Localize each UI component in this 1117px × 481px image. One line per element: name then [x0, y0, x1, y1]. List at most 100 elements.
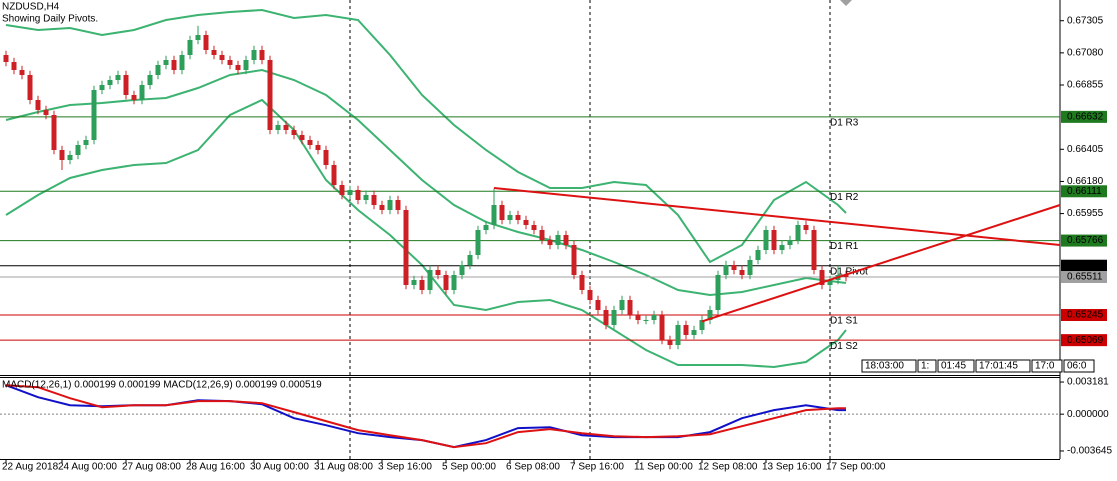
- candle-body: [635, 315, 641, 320]
- pivot-label: D1 S2: [830, 341, 858, 352]
- y-tick-label: 0.66405: [1067, 144, 1104, 155]
- candle-body: [795, 225, 801, 240]
- x-tick-label: 6 Sep 08:00: [506, 462, 560, 473]
- candle-body: [211, 50, 217, 55]
- bollinger-upper: [5, 8, 847, 264]
- candle-body: [419, 280, 425, 290]
- x-tick-label: 7 Sep 16:00: [570, 462, 624, 473]
- candle-body: [715, 275, 721, 310]
- y-tick-label: 0.66855: [1067, 80, 1104, 91]
- candle-body: [235, 65, 241, 70]
- candle-body: [155, 65, 161, 75]
- x-tick-label: 3 Sep 16:00: [378, 462, 432, 473]
- candle-body: [667, 340, 673, 345]
- candle-body: [499, 205, 505, 220]
- timer-box: [861, 359, 917, 373]
- candle-body: [315, 145, 321, 150]
- candle-body: [595, 300, 601, 310]
- x-tick-label: 5 Sep 00:00: [442, 462, 496, 473]
- x-tick-label: 24 Aug 00:00: [58, 462, 117, 473]
- candle-body: [283, 125, 289, 130]
- candle-body: [747, 260, 753, 275]
- timer-box: [975, 359, 1031, 373]
- timer-label: 1:: [921, 361, 929, 372]
- x-tick-label: 30 Aug 00:00: [250, 462, 309, 473]
- candle-body: [723, 265, 729, 275]
- bollinger-lower: [5, 98, 847, 369]
- candle-body: [163, 60, 169, 65]
- candle-body: [67, 155, 73, 160]
- candle-body: [19, 70, 25, 75]
- x-tick-label: 17 Sep 00:00: [826, 462, 886, 473]
- bollinger-middle: [5, 68, 847, 297]
- candle-body: [507, 215, 513, 220]
- candle-body: [459, 265, 465, 275]
- candle-body: [275, 125, 281, 130]
- candle-body: [251, 50, 257, 60]
- candle-body: [467, 255, 473, 265]
- y-tick-label: 0.003181: [1067, 377, 1109, 388]
- candle-body: [603, 310, 609, 325]
- x-tick-label: 31 Aug 08:00: [314, 462, 373, 473]
- candle-body: [763, 230, 769, 250]
- candle-body: [803, 225, 809, 230]
- candle-body: [347, 190, 353, 195]
- timer-label: 17:01:45: [979, 361, 1018, 372]
- timer-label: 18:03:00: [865, 361, 904, 372]
- candle-body: [683, 325, 689, 335]
- candle-body: [755, 250, 761, 260]
- price-label: 0.66111: [1067, 186, 1102, 197]
- candle-body: [83, 140, 89, 145]
- x-tick-label: 12 Sep 08:00: [698, 462, 758, 473]
- candle-body: [435, 270, 441, 275]
- y-tick-label: 0.67080: [1067, 47, 1104, 58]
- candle-body: [779, 245, 785, 250]
- timer-label: 17:0: [1035, 361, 1055, 372]
- y-tick-label: 0.66180: [1067, 176, 1104, 187]
- candle-body: [651, 315, 657, 320]
- candle-body: [203, 35, 209, 50]
- candle-body: [627, 300, 633, 315]
- candle-body: [811, 230, 817, 270]
- candle-body: [675, 325, 681, 345]
- candle-body: [563, 235, 569, 245]
- price-label-box: [1061, 259, 1107, 272]
- candle-body: [51, 115, 57, 150]
- candle-body: [523, 220, 529, 225]
- candle-body: [179, 55, 185, 70]
- candle-body: [43, 110, 49, 115]
- candle-body: [323, 150, 329, 165]
- candle-body: [91, 90, 97, 140]
- price-label: 0.65766: [1067, 235, 1104, 246]
- price-label-box: [1061, 234, 1107, 247]
- candle-body: [379, 205, 385, 210]
- timer-box: [937, 359, 975, 373]
- bid-label: 0.65511: [1067, 272, 1103, 283]
- chart-subtitle: Showing Daily Pivots.: [2, 14, 98, 25]
- candle-body: [491, 205, 497, 225]
- x-tick-label: 22 Aug 2018: [2, 462, 59, 473]
- candle-body: [355, 190, 361, 200]
- candle-body: [787, 240, 793, 245]
- price-label: 0.65069: [1067, 335, 1104, 346]
- candle-body: [579, 275, 585, 290]
- candle-body: [59, 150, 65, 160]
- candle-body: [299, 135, 305, 140]
- candle-body: [3, 55, 9, 62]
- candle-body: [587, 290, 593, 300]
- candle-body: [27, 75, 33, 100]
- bid-label-box: [1061, 271, 1107, 283]
- y-tick-label: 0.67305: [1067, 15, 1104, 26]
- candle-body: [307, 140, 313, 145]
- indicator-title: MACD(12,26,1) 0.000199 0.000199 MACD(12,…: [2, 380, 322, 391]
- candle-body: [227, 60, 233, 65]
- candle-body: [547, 240, 553, 245]
- candle-body: [731, 265, 737, 270]
- candle-body: [187, 40, 193, 55]
- candle-body: [339, 185, 345, 195]
- timer-label: 01:45: [941, 361, 966, 372]
- macd-line: [5, 384, 846, 449]
- price-label: 0.65590: [1067, 260, 1104, 271]
- candle-body: [11, 62, 17, 70]
- candle-body: [411, 280, 417, 285]
